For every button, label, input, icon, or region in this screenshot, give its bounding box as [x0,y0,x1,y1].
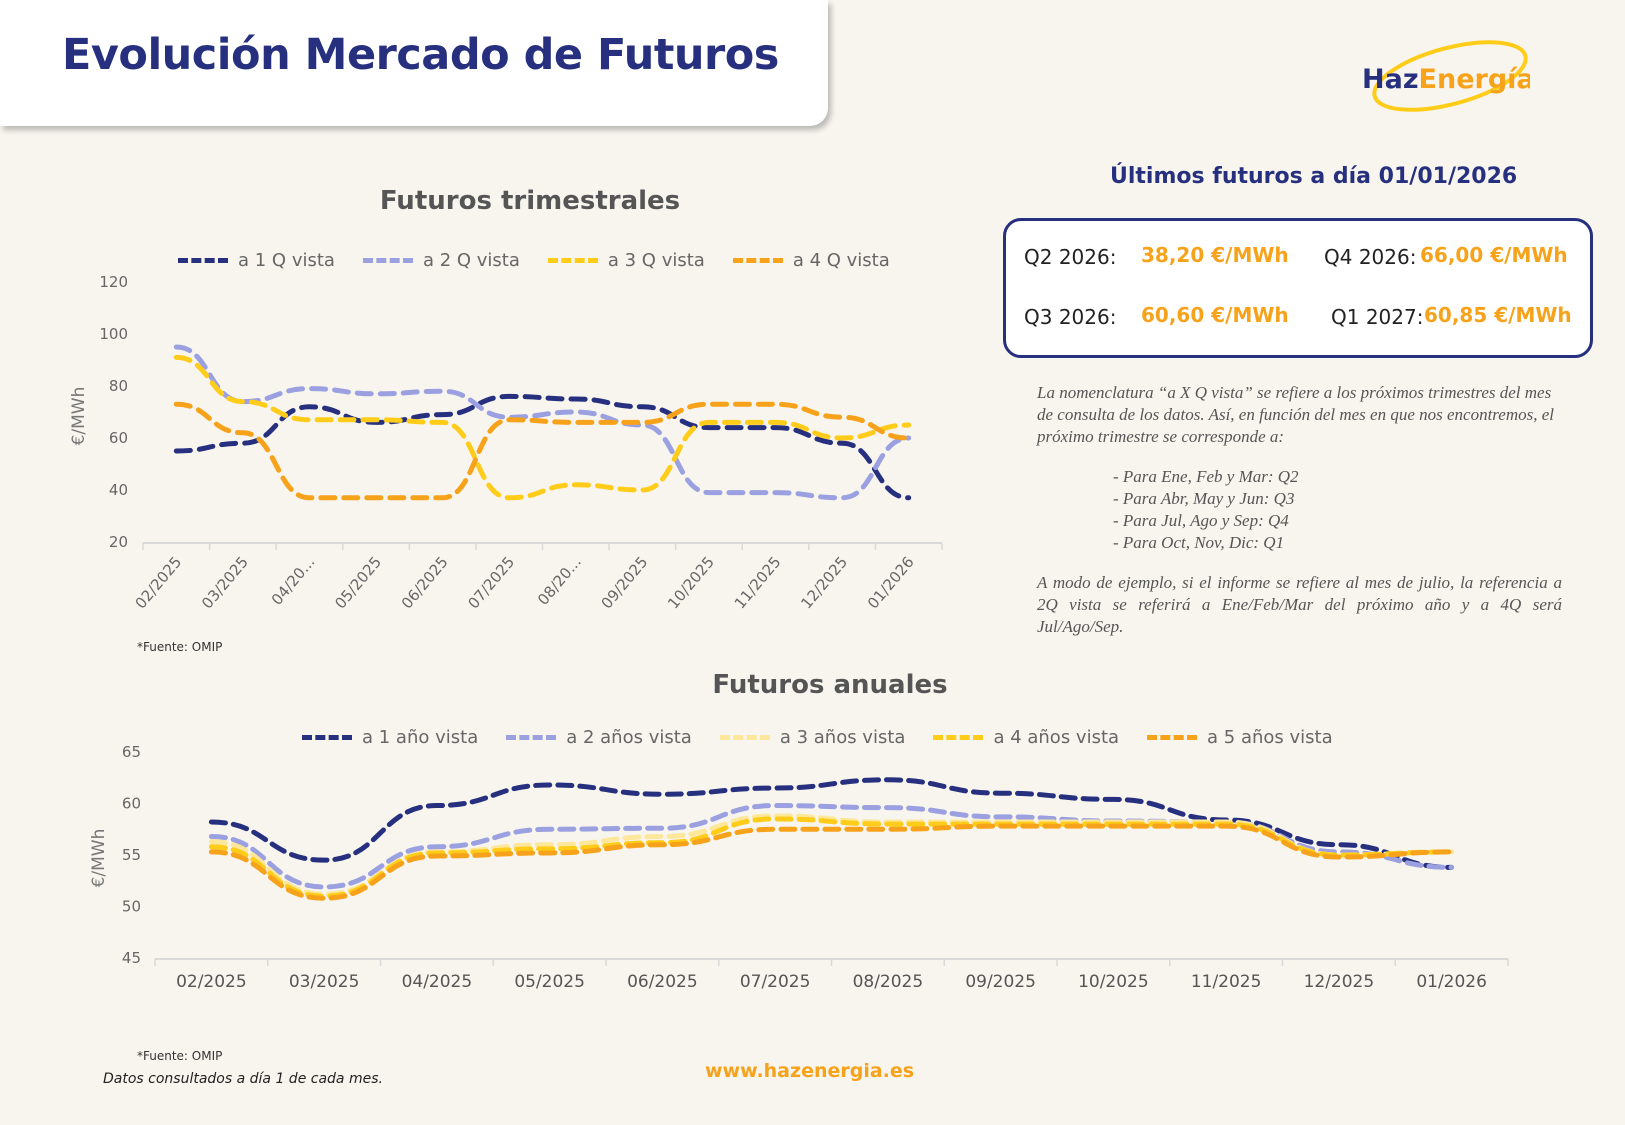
series-line-2 [173,344,912,501]
consult-note: Datos consultados a día 1 de cada mes. [103,1071,383,1087]
legend-item: a 5 años vista [1147,727,1333,748]
chart-title-anuales: Futuros anuales [712,670,948,700]
x-tick-label: 06/2025 [627,972,698,992]
hazenergia-logo: HazEnergía [1362,40,1530,112]
title-banner: Evolución Mercado de Futuros [0,0,828,126]
legend-swatch [719,735,770,740]
website-link[interactable]: www.hazenergia.es [705,1060,915,1082]
nomenclature-note: La nomenclatura “a X Q vista” se refiere… [1037,383,1554,446]
x-tick-label: 11/2025 [1191,972,1262,992]
legend-label: a 1 año vista [362,727,479,748]
legend-item: a 2 años vista [506,727,692,748]
x-tick-label: 04/2025 [402,972,473,992]
q1-value: 60,85 €/MWh [1424,303,1572,327]
y-tick-label: 100 [99,325,128,343]
q1-label: Q1 2027: [1331,305,1424,329]
x-tick-label: 05/2025 [514,972,585,992]
q2-value: 38,20 €/MWh [1141,243,1289,267]
quarter-item: - Para Abr, May y Jun: Q3 [1113,489,1295,508]
legend-swatch [933,735,984,740]
source-note-bottom: *Fuente: OMIP [137,1049,223,1063]
legend-swatch [506,735,557,740]
svg-text:HazEnergía: HazEnergía [1362,64,1530,95]
quarter-list: - Para Ene, Feb y Mar: Q2 - Para Abr, Ma… [1113,466,1299,554]
x-tick-label: 04/20... [268,553,319,609]
legend-item: a 1 año vista [302,727,478,748]
legend-label: a 4 Q vista [792,250,890,271]
legend-item: a 1 Q vista [178,250,335,271]
y-tick-label: 60 [122,795,141,813]
example-note: A modo de ejemplo, si el informe se refi… [1037,573,1562,636]
x-tick-label: 12/2025 [1304,972,1375,992]
legend-label: a 3 Q vista [607,250,705,271]
x-tick-label: 09/2025 [965,972,1036,992]
x-tick-label: 09/2025 [598,553,652,612]
x-tick-label: 12/2025 [797,553,851,612]
y-tick-label: 40 [109,481,128,499]
legend-item: a 2 Q vista [362,250,520,271]
x-tick-label: 07/2025 [740,972,811,992]
y-tick-label: 65 [122,743,141,761]
q4-value: 66,00 €/MWh [1420,243,1568,267]
x-tick-label: 10/2025 [1078,972,1149,992]
x-tick-label: 11/2025 [731,553,785,612]
y-tick-label: 55 [122,846,141,864]
legend-swatch [1147,735,1198,740]
x-tick-label: 01/2026 [1416,972,1487,992]
q2-label: Q2 2026: [1024,245,1117,269]
y-tick-label: 20 [109,533,128,551]
legend-trimestrales: a 1 Q vista a 2 Q vista a 3 Q vista a 4 Q v… [178,250,890,271]
legend-label: a 4 años vista [993,727,1120,748]
latest-futures-box: Q2 2026: 38,20 €/MWh Q4 2026: 66,00 €/MW… [1003,218,1593,358]
x-tick-label: 06/2025 [398,553,452,612]
legend-swatch [362,258,413,263]
series-line-5 [208,823,1455,901]
x-tick-label: 08/20... [534,553,585,609]
source-note-top: *Fuente: OMIP [137,640,223,654]
x-tick-label: 01/2026 [864,553,918,612]
quarter-item: - Para Ene, Feb y Mar: Q2 [1113,467,1299,486]
legend-label: a 1 Q vista [238,250,335,271]
x-tick-label: 10/2025 [664,553,718,612]
quarter-item: - Para Jul, Ago y Sep: Q4 [1113,511,1289,530]
legend-anuales: a 1 año vista a 2 años vista a 3 años vist… [302,727,1333,748]
x-tick-label: 02/2025 [132,553,186,612]
legend-swatch [178,258,228,263]
x-tick-label: 08/2025 [853,972,924,992]
y-axis-label: €/MWh [89,829,109,888]
x-tick-label: 07/2025 [464,553,518,612]
series-line-1 [173,393,912,501]
legend-label: a 2 años vista [566,727,692,748]
x-tick-label: 03/2025 [289,972,360,992]
y-tick-label: 120 [99,273,128,291]
chart-title-trimestrales: Futuros trimestrales [379,186,681,216]
series-line-4 [173,401,912,501]
series-line-3 [173,354,912,501]
q3-label: Q3 2026: [1024,305,1117,329]
x-tick-label: 03/2025 [198,553,252,612]
legend-swatch [732,258,783,263]
page-title: Evolución Mercado de Futuros [62,30,779,80]
x-tick-label: 02/2025 [176,972,247,992]
legend-label: a 2 Q vista [422,250,520,271]
info-title: Últimos futuros a día 01/01/2026 [1110,164,1518,189]
legend-swatch [547,258,598,263]
legend-item: a 4 años vista [933,727,1119,748]
y-tick-label: 50 [122,898,141,916]
legend-label: a 3 años vista [779,727,906,748]
legend-item: a 4 Q vista [732,250,890,271]
legend-swatch [302,735,352,740]
q4-label: Q4 2026: [1324,245,1417,269]
q3-value: 60,60 €/MWh [1141,303,1289,327]
x-tick-label: 05/2025 [331,553,385,612]
y-tick-label: 45 [122,949,141,967]
y-tick-label: 60 [109,429,128,447]
quarter-item: - Para Oct, Nov, Dic: Q1 [1113,533,1285,552]
y-tick-label: 80 [109,377,128,395]
legend-label: a 5 años vista [1207,727,1333,748]
legend-item: a 3 Q vista [547,250,705,271]
y-axis-label: €/MWh [69,387,89,446]
legend-item: a 3 años vista [719,727,906,748]
